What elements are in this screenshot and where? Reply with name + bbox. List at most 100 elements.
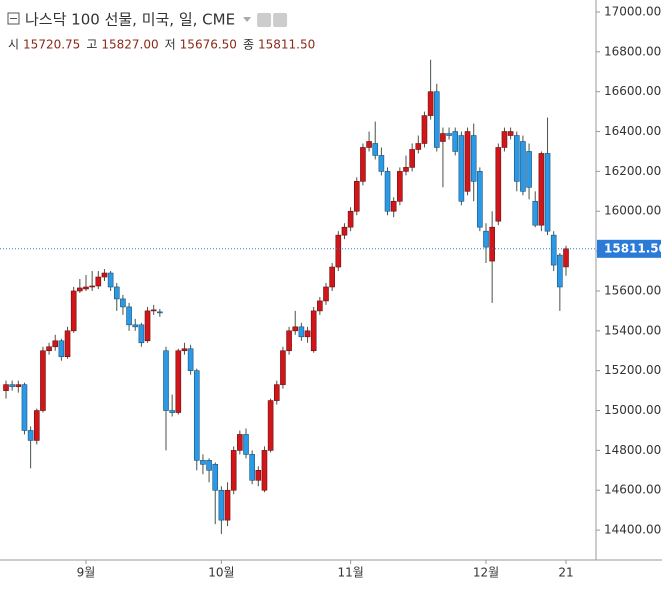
candle-body	[513, 135, 520, 182]
candle-body	[353, 181, 360, 212]
last-price-box	[597, 239, 661, 258]
candle-body	[446, 133, 452, 136]
candle-body	[58, 340, 65, 358]
candle-body	[378, 155, 385, 172]
candle-body	[323, 286, 329, 302]
candle-body	[544, 153, 551, 232]
candle-body	[33, 410, 40, 441]
candle-body	[101, 272, 108, 278]
y-tick-label: 15400.00	[604, 323, 661, 337]
candle-body	[157, 311, 163, 314]
candle-body	[70, 290, 77, 332]
candle-body	[27, 430, 34, 441]
candle-body	[464, 131, 471, 192]
candle-body	[317, 300, 323, 312]
settings-icon[interactable]	[273, 13, 288, 27]
candle-body	[520, 141, 526, 192]
x-tick-label: 10월	[208, 566, 234, 580]
x-tick-label: 21	[558, 566, 573, 580]
candle-body	[77, 287, 83, 292]
candle-body	[107, 272, 114, 288]
legend-key: 저	[165, 38, 176, 52]
candle-body	[261, 450, 268, 491]
candle-body	[175, 350, 182, 413]
legend-key: 시	[8, 38, 19, 52]
settings-icon[interactable]	[257, 13, 272, 27]
candle-body	[458, 135, 465, 202]
candle-body	[273, 384, 280, 401]
candle-body	[169, 410, 175, 413]
candle-body	[341, 226, 348, 236]
y-tick-label: 14400.00	[604, 523, 661, 537]
candle-body	[206, 460, 212, 471]
candle-body	[163, 350, 169, 411]
candle-body	[52, 340, 59, 348]
candle-body	[181, 348, 188, 352]
candle-body	[212, 464, 219, 491]
legend-key: 종	[243, 38, 254, 52]
candle-body	[280, 350, 286, 385]
candle-body	[126, 306, 132, 326]
candle-body	[526, 151, 532, 188]
candle-body	[298, 326, 305, 338]
legend: 시 15720.75 고 15827.00 저 15676.50 종 15811.50	[8, 38, 315, 52]
y-tick-label: 16600.00	[604, 84, 661, 98]
y-tick-label: 16000.00	[604, 204, 661, 218]
y-tick-label: 16800.00	[604, 44, 661, 58]
y-tick-label: 16200.00	[604, 164, 661, 178]
candle-body	[310, 310, 317, 352]
y-tick-label: 15600.00	[604, 283, 661, 297]
candle-body	[64, 330, 71, 358]
last-price-label: 15811.50	[604, 241, 662, 255]
candle-body	[132, 324, 139, 328]
candle-body	[403, 167, 409, 172]
candle-body	[360, 147, 366, 182]
legend-value: 15827.00	[101, 38, 158, 52]
candle-body	[433, 91, 440, 148]
candle-body	[267, 400, 274, 451]
candle-body	[550, 234, 557, 266]
candle-body	[477, 171, 483, 228]
candle-body	[366, 141, 372, 148]
y-tick-label: 14800.00	[604, 443, 661, 457]
candle-body	[224, 489, 231, 521]
candle-body	[230, 450, 237, 491]
candle-body	[193, 370, 200, 461]
candle-body	[120, 298, 126, 308]
candle-body	[507, 131, 514, 136]
collapse-icon[interactable]	[7, 12, 20, 25]
candle-body	[21, 384, 28, 431]
candle-body	[113, 286, 120, 300]
candle-body	[335, 234, 342, 268]
candle-body	[150, 309, 157, 312]
candle-body	[218, 489, 225, 521]
candle-body	[304, 330, 311, 338]
candle-body	[384, 171, 391, 212]
x-tick-label: 11월	[337, 566, 363, 580]
candle-body	[249, 454, 255, 481]
candle-body	[89, 285, 95, 288]
legend-value: 15720.75	[23, 38, 80, 52]
y-tick-label: 17000.00	[604, 4, 661, 18]
candle-body	[243, 434, 249, 455]
y-tick-label: 14600.00	[604, 483, 661, 497]
candle-body	[95, 276, 102, 287]
y-tick-label: 16400.00	[604, 124, 661, 138]
candle-body	[440, 133, 446, 142]
legend-key: 고	[86, 38, 97, 52]
candle-body	[427, 91, 434, 116]
candle-body	[286, 330, 292, 352]
candle-body	[532, 200, 539, 226]
candle-body	[489, 226, 495, 262]
candle-body	[390, 200, 397, 212]
dropdown-caret[interactable]	[243, 17, 252, 22]
candle-body	[372, 143, 379, 156]
candle-body	[557, 254, 563, 288]
candle-body	[397, 171, 403, 202]
candle-body	[83, 286, 89, 290]
candle-body	[538, 153, 545, 226]
chart-title: 나스닥 100 선물, 미국, 일, CME	[25, 11, 235, 29]
candle-body	[40, 350, 46, 411]
candle-body	[452, 131, 459, 152]
candle-body	[138, 324, 145, 344]
